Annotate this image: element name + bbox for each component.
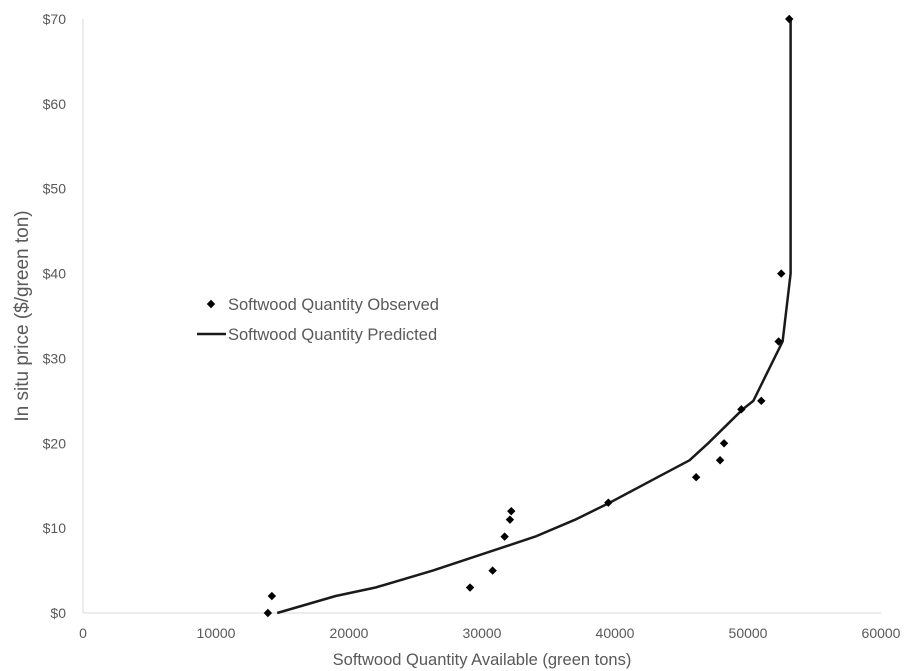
- y-tick-label: $30: [43, 350, 67, 366]
- x-tick-label: 30000: [463, 625, 502, 641]
- observed-point: [777, 269, 786, 278]
- x-tick-label: 20000: [330, 625, 369, 641]
- y-tick-label: $20: [43, 435, 67, 451]
- observed-point: [785, 14, 794, 24]
- x-tick-label: 60000: [862, 625, 901, 641]
- observed-point: [737, 405, 746, 414]
- observed-points-series: [263, 14, 794, 618]
- x-tick-labels: 0 10000 20000 30000 40000 50000 60000: [79, 625, 901, 641]
- y-tick-label: $50: [43, 181, 67, 197]
- observed-point: [604, 498, 613, 507]
- x-tick-label: 50000: [729, 625, 768, 641]
- observed-point: [774, 337, 783, 346]
- observed-point: [488, 566, 497, 575]
- x-tick-label: 40000: [596, 625, 635, 641]
- x-axis-label: Softwood Quantity Available (green tons): [333, 651, 632, 669]
- legend: Softwood Quantity Observed Softwood Quan…: [197, 296, 439, 344]
- observed-point: [691, 473, 701, 482]
- observed-point: [267, 591, 277, 601]
- x-tick-label: 0: [79, 625, 87, 641]
- y-tick-label: $10: [43, 520, 67, 536]
- axes: [82, 19, 881, 614]
- y-tick-labels: $0 $10 $20 $30 $40 $50 $60 $70: [43, 11, 67, 621]
- legend-marker-observed: [206, 299, 216, 309]
- observed-point: [500, 532, 509, 541]
- y-tick-label: $40: [43, 266, 67, 282]
- predicted-line-series: [276, 19, 792, 615]
- y-tick-label: $60: [43, 96, 67, 112]
- observed-point: [757, 396, 766, 406]
- legend-label-observed: Softwood Quantity Observed: [228, 296, 439, 314]
- observed-point: [715, 456, 725, 465]
- predicted-line: [276, 19, 792, 615]
- observed-point: [719, 439, 729, 448]
- y-tick-label: $70: [43, 11, 67, 27]
- observed-point: [263, 608, 273, 618]
- observed-point: [465, 583, 475, 592]
- observed-point: [507, 506, 516, 516]
- legend-label-predicted: Softwood Quantity Predicted: [228, 326, 437, 344]
- x-tick-label: 10000: [197, 625, 236, 641]
- y-tick-label: $0: [50, 605, 66, 621]
- y-axis-label: In situ price ($/green ton): [12, 210, 33, 421]
- observed-point: [505, 515, 515, 524]
